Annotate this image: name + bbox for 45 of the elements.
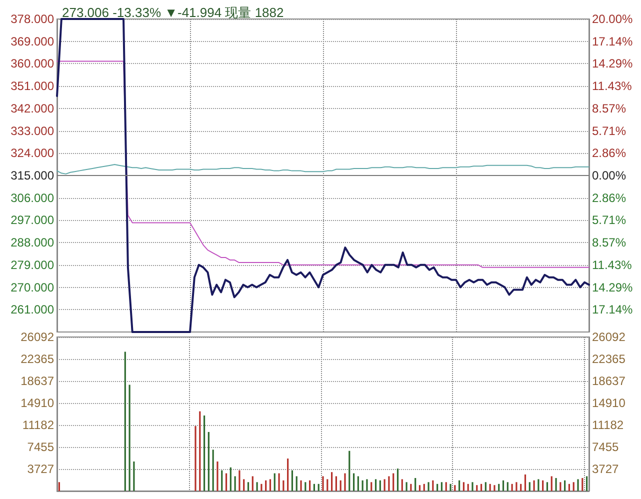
y-tick-label: 288.000 (10, 236, 54, 250)
y2-tick-label: 0.00% (592, 168, 626, 182)
y-tick-label: 369.000 (10, 34, 54, 48)
y2-tick-label: 17.14% (592, 34, 634, 48)
y-tick-label: 3727 (27, 462, 54, 476)
y-tick-label: 279.000 (10, 258, 54, 272)
y-tick-label: 360.000 (10, 56, 54, 71)
y-tick-label: 18637 (20, 374, 54, 388)
y2-tick-label: 8.57% (592, 101, 626, 116)
y-tick-label: 11182 (22, 418, 54, 432)
y-tick-label: 351.000 (10, 79, 54, 94)
y-tick-label: 7455 (27, 440, 54, 454)
y-tick-label: 297.000 (10, 213, 54, 228)
y2-tick-label: 5.71% (592, 124, 626, 138)
chart-title: 273.006 -13.33% ▼-41.994 现量 1882 (62, 5, 284, 20)
y-tick-label: 14910 (20, 396, 54, 410)
y2-tick-label: 14.29% (592, 56, 634, 71)
y-tick-label: 22365 (20, 352, 54, 366)
y2-tick-label: 8.57% (592, 236, 626, 250)
y-tick-label: 306.000 (10, 190, 54, 205)
y2-tick-label: 17.14% (592, 302, 634, 317)
y2-tick-label: 11.43% (592, 258, 632, 272)
y2-tick-label: 22365 (592, 352, 626, 366)
y2-tick-label: 11.43% (592, 79, 632, 94)
y-tick-label: 26092 (20, 330, 54, 344)
y2-tick-label: 7455 (592, 440, 620, 454)
y2-tick-label: 5.71% (592, 213, 626, 228)
y-tick-label: 342.000 (10, 101, 54, 116)
y2-tick-label: 14910 (592, 396, 626, 410)
line-series (56, 18, 590, 333)
y2-tick-label: 18637 (592, 374, 626, 388)
y2-tick-label: 3727 (592, 462, 620, 476)
y2-tick-label: 2.86% (592, 190, 626, 205)
y2-tick-label: 20.00% (592, 12, 634, 26)
y-tick-label: 261.000 (10, 302, 54, 317)
y-tick-label: 315.000 (10, 168, 54, 182)
line-series (56, 164, 590, 174)
y2-tick-label: 26092 (592, 330, 626, 344)
y-tick-label: 324.000 (10, 146, 54, 160)
y-tick-label: 378.000 (10, 12, 54, 26)
y-tick-label: 333.000 (10, 124, 54, 138)
y2-tick-label: 11182 (592, 418, 624, 432)
y2-tick-label: 2.86% (592, 146, 626, 160)
y-tick-label: 270.000 (10, 280, 54, 294)
y2-tick-label: 14.29% (592, 280, 634, 294)
